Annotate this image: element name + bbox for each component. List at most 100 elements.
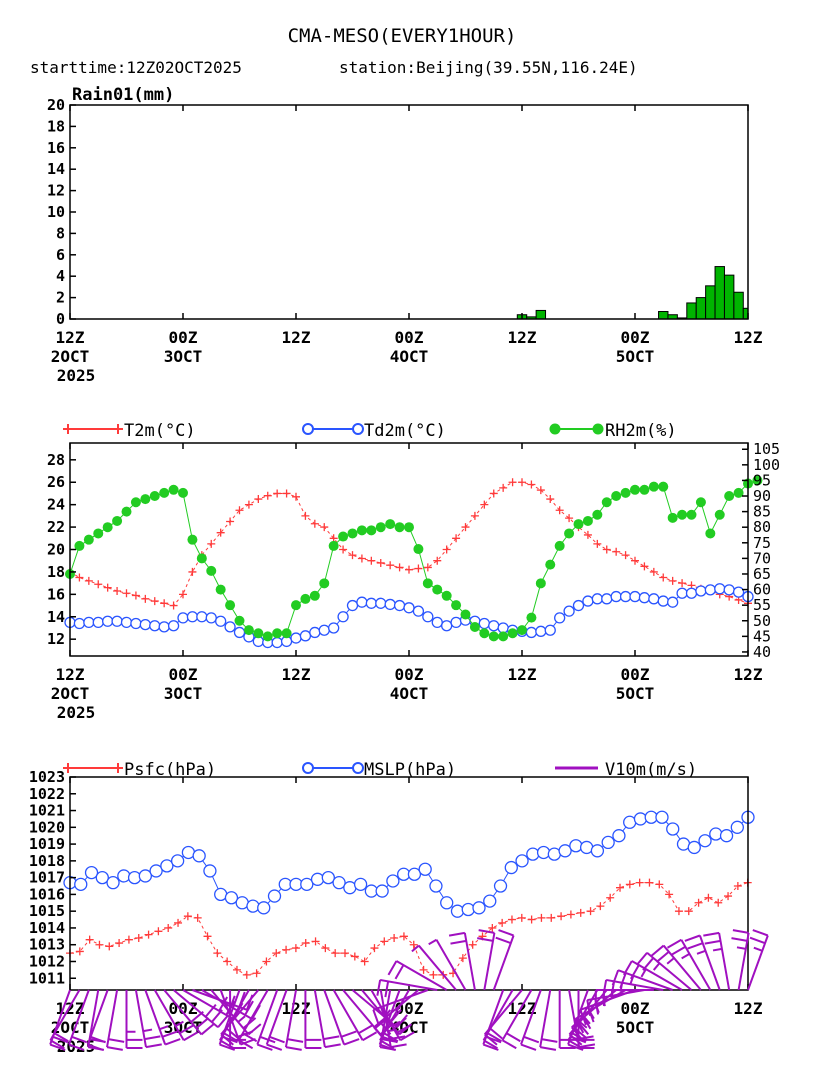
td2m-point <box>149 620 161 632</box>
t2m-point <box>470 511 479 520</box>
rain-bar <box>535 309 547 320</box>
rh2m-point <box>234 615 245 626</box>
td2m-point <box>591 593 603 605</box>
t2m-point <box>405 565 413 574</box>
rh2m-point <box>564 528 575 539</box>
wind-barb <box>520 989 542 1051</box>
wind-barb-feather <box>145 1043 162 1049</box>
x-tick-label: 12Z <box>282 665 311 684</box>
legend-psfc: Psfc(hPa) <box>63 760 216 780</box>
legend-mslp-marker <box>352 762 364 774</box>
td2m-point <box>563 605 575 617</box>
wind-barb-feather <box>379 1021 392 1035</box>
t2m-point <box>122 589 131 598</box>
t2m-point <box>357 554 366 563</box>
pressure-y-tick-label: 1020 <box>29 818 65 836</box>
psfc-point <box>674 907 683 916</box>
wind-barb-feather <box>200 1023 215 1036</box>
wind-barb-staff <box>501 989 533 1041</box>
rh2m-point <box>347 528 358 539</box>
td2m-point <box>714 583 726 595</box>
td2m-point <box>648 593 660 605</box>
mslp-point <box>633 812 648 826</box>
psfc-point <box>164 923 173 932</box>
rh2m-point <box>507 628 518 639</box>
wind-barb <box>428 938 467 991</box>
wind-barb-feather <box>411 944 420 953</box>
mslp-point <box>569 839 583 853</box>
t2m-point <box>131 591 140 600</box>
t2m-point <box>640 562 649 571</box>
wind-barb-feather <box>238 1039 254 1050</box>
psfc-point <box>360 957 369 966</box>
humidity-y-tick-label: 75 <box>753 534 771 552</box>
psfc-point <box>282 945 291 954</box>
mslp-point <box>332 876 346 890</box>
wind-barb-feather <box>382 1035 398 1044</box>
td2m-point <box>488 620 500 632</box>
wind-barb <box>153 989 199 1042</box>
wind-barb-staff <box>680 939 712 991</box>
pressure-wind-panel: Psfc(hPa) MSLP(hPa) V10m(m/s) 1011101210… <box>29 760 769 1056</box>
wind-barb-feather <box>269 1035 285 1044</box>
wind-barb-staff <box>463 932 476 991</box>
wind-barb-feather <box>428 938 438 946</box>
t2m-point <box>348 551 357 560</box>
x-tick-label: 00Z <box>395 328 424 347</box>
t2m-point <box>546 495 555 504</box>
wind-barb-feather <box>501 1039 517 1050</box>
td2m-point <box>638 592 651 604</box>
wind-barb-feather <box>579 1021 588 1029</box>
x-tick-label: 00Z <box>169 328 198 347</box>
rh2m-point <box>272 628 283 639</box>
psfc-point <box>331 949 340 958</box>
td2m-point <box>629 590 641 603</box>
td2m-point <box>685 587 698 599</box>
td2m-point <box>525 626 538 639</box>
wind-barb <box>477 929 496 991</box>
wind-barb-staff <box>49 989 81 1041</box>
rh2m-point <box>479 628 490 639</box>
rh2m-point <box>498 631 509 642</box>
x-tick-label: 3OCT <box>164 684 203 703</box>
rain-y-tick-label: 6 <box>56 246 65 264</box>
legend-t2m-label: T2m(°C) <box>124 421 196 441</box>
td2m-point <box>544 624 556 636</box>
t2m-point <box>113 586 122 595</box>
rh2m-point <box>93 528 104 539</box>
rain-axis-title: Rain01(mm) <box>72 85 174 105</box>
wind-barb <box>237 989 269 1050</box>
pressure-y-tick-label: 1021 <box>29 802 65 820</box>
td2m-point <box>365 597 377 609</box>
wind-barb-staff <box>172 989 219 1029</box>
wind-barb-staff <box>747 935 769 991</box>
wind-barb-feather <box>49 1039 65 1050</box>
rain-y-tick-label: 4 <box>56 267 65 285</box>
t2m-point <box>320 523 329 532</box>
mslp-point <box>493 879 508 893</box>
wind-barb-feather <box>753 946 763 952</box>
t2m-point <box>282 489 291 498</box>
rh2m-point <box>356 525 367 536</box>
psfc-point <box>419 965 428 974</box>
wind-barb-feather <box>266 1043 283 1051</box>
wind-barb-feather <box>505 1032 521 1043</box>
rain-y-tick-label: 16 <box>47 139 65 157</box>
psfc-point <box>733 882 742 891</box>
wind-barb-staff <box>144 989 167 1045</box>
wind-barb-feather <box>383 1032 399 1043</box>
psfc-point <box>183 912 192 921</box>
legend-rh2m-marker <box>549 423 561 435</box>
rh2m-point <box>451 600 462 611</box>
mslp-point <box>386 874 400 888</box>
rain-bar <box>723 274 735 320</box>
psfc-point <box>311 937 320 946</box>
wind-barb-feather <box>567 1039 583 1050</box>
wind-barb-feather <box>749 936 766 945</box>
rh2m-point <box>404 522 414 533</box>
wind-barb-feather <box>489 1027 503 1040</box>
x-tick-label: 2025 <box>57 366 96 385</box>
rh2m-point <box>187 534 198 545</box>
t2m-point <box>216 528 225 537</box>
